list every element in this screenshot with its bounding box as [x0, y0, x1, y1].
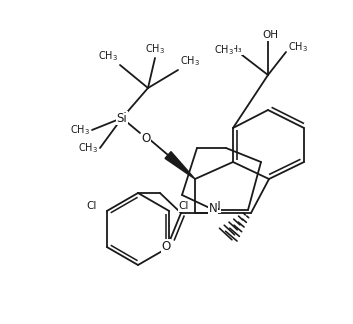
Text: CH₃: CH₃	[226, 45, 242, 54]
Text: OH: OH	[262, 30, 278, 40]
Text: CH$_3$: CH$_3$	[145, 42, 165, 56]
Text: CH$_3$: CH$_3$	[78, 141, 98, 155]
Text: CH$_3$: CH$_3$	[288, 40, 308, 54]
Text: CH$_3$: CH$_3$	[214, 43, 234, 57]
Text: CH$_3$: CH$_3$	[180, 54, 200, 68]
Text: O: O	[141, 132, 151, 145]
Text: Si: Si	[116, 111, 127, 124]
Text: Cl: Cl	[179, 201, 189, 211]
Text: N: N	[209, 202, 217, 215]
Text: Cl: Cl	[87, 201, 97, 211]
Text: CH$_3$: CH$_3$	[70, 123, 90, 137]
Text: CH$_3$: CH$_3$	[98, 49, 118, 63]
Polygon shape	[165, 152, 195, 179]
Text: O: O	[161, 239, 170, 252]
Text: N: N	[212, 200, 220, 213]
